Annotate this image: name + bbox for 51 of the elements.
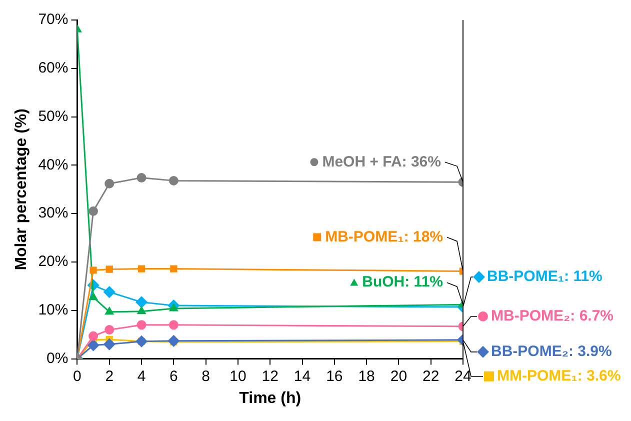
y-tick-label: 40% bbox=[38, 156, 68, 174]
point bbox=[170, 265, 178, 272]
point bbox=[88, 340, 100, 351]
point bbox=[90, 266, 97, 274]
y-tick-label: 10% bbox=[38, 302, 68, 319]
legend-label: BB-POME₂: 3.9% bbox=[491, 343, 612, 360]
point bbox=[104, 338, 116, 350]
point bbox=[89, 292, 98, 300]
x-tick-label: 20 bbox=[390, 368, 408, 385]
point bbox=[136, 320, 146, 330]
x-tick-label: 10 bbox=[230, 368, 246, 385]
point bbox=[136, 173, 146, 183]
point bbox=[168, 320, 178, 330]
x-tick-label: 8 bbox=[202, 368, 210, 385]
point bbox=[104, 286, 116, 298]
x-tick-label: 16 bbox=[326, 368, 343, 385]
x-tick-label: 22 bbox=[422, 368, 440, 385]
x-tick-label: 0 bbox=[73, 368, 82, 385]
legend-label: BB-POME₁: 11% bbox=[487, 268, 602, 286]
point bbox=[105, 307, 114, 315]
point bbox=[136, 336, 148, 348]
y-tick-label: 70% bbox=[38, 11, 68, 28]
x-tick-label: 24 bbox=[454, 368, 472, 385]
legend-label: MM-POME₁: 3.6% bbox=[497, 368, 621, 385]
x-tick-label: 4 bbox=[137, 368, 146, 385]
y-tick-label: 50% bbox=[38, 108, 68, 125]
y-tick-label: 20% bbox=[38, 253, 68, 270]
y-axis-title: Molar percentage (%) bbox=[13, 108, 30, 270]
point bbox=[104, 178, 114, 188]
point bbox=[137, 306, 146, 314]
point bbox=[138, 265, 146, 272]
point bbox=[106, 266, 113, 273]
point bbox=[136, 296, 148, 308]
point bbox=[88, 206, 98, 216]
x-tick-label: 18 bbox=[358, 368, 375, 385]
point bbox=[104, 325, 114, 335]
point bbox=[168, 176, 178, 186]
y-tick-label: 30% bbox=[38, 204, 68, 222]
point bbox=[88, 331, 98, 341]
legend-label: MeOH + FA: 36% bbox=[322, 153, 441, 170]
legend-label: MB-POME₁: 18% bbox=[325, 228, 443, 246]
y-tick-label: 0% bbox=[46, 350, 68, 367]
legend-label: BuOH: 11% bbox=[362, 274, 443, 291]
x-tick-label: 14 bbox=[294, 368, 311, 385]
x-tick-label: 2 bbox=[105, 368, 114, 385]
y-tick-label: 60% bbox=[38, 60, 68, 77]
x-tick-label: 12 bbox=[262, 368, 278, 385]
point bbox=[168, 335, 180, 347]
legend-label: MB-POME₂: 6.7% bbox=[491, 308, 614, 325]
x-tick-label: 6 bbox=[169, 368, 178, 385]
x-axis-title: Time (h) bbox=[239, 390, 302, 407]
